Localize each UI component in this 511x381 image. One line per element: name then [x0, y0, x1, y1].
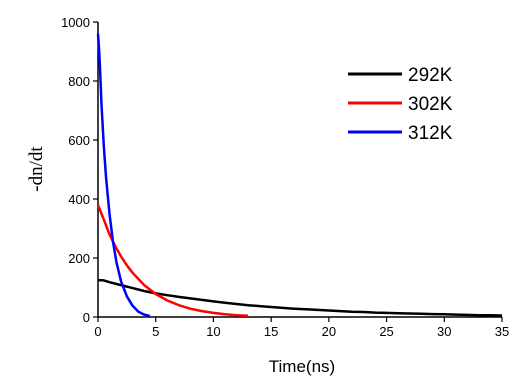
series-line-302k [96, 204, 249, 318]
x-tick-label: 20 [322, 324, 336, 339]
legend-label-312k: 312K [408, 123, 453, 144]
legend-label-292k: 292K [408, 65, 453, 86]
x-tick-label: 35 [495, 324, 509, 339]
y-tick-label: 400 [68, 192, 90, 207]
x-tick-label: 0 [94, 324, 101, 339]
series-line-312k [96, 33, 151, 318]
x-tick-label: 15 [264, 324, 278, 339]
x-axis-label: Time(ns) [269, 357, 335, 376]
legend-label-302k: 302K [408, 94, 453, 115]
y-tick-label: 1000 [61, 15, 90, 30]
series-line-292k [97, 278, 503, 317]
y-tick-label: 200 [68, 251, 90, 266]
x-tick-label: 10 [206, 324, 220, 339]
y-tick-label: 800 [68, 74, 90, 89]
y-axis-label: -dn/dt [26, 146, 47, 192]
x-tick-label: 25 [379, 324, 393, 339]
x-tick-label: 5 [152, 324, 159, 339]
y-tick-label: 0 [83, 310, 90, 325]
y-tick-label: 600 [68, 133, 90, 148]
x-tick-label: 30 [437, 324, 451, 339]
